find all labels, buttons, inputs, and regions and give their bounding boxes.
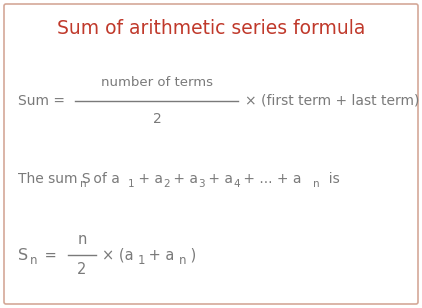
Text: + a: + a [204,172,233,186]
Text: + ... + a: + ... + a [239,172,301,186]
Text: + a: + a [134,172,163,186]
Text: n: n [179,253,187,266]
Text: n: n [80,179,87,189]
Text: 2: 2 [163,179,170,189]
Text: The sum S: The sum S [18,172,91,186]
Text: 1: 1 [138,253,146,266]
Text: ): ) [186,248,196,262]
Text: × (first term + last term): × (first term + last term) [245,94,419,108]
Text: =: = [40,248,61,262]
Text: is: is [320,172,340,186]
Text: + a: + a [144,248,174,262]
Text: Sum of arithmetic series formula: Sum of arithmetic series formula [57,18,365,38]
Text: 1: 1 [128,179,135,189]
Text: 4: 4 [233,179,240,189]
Text: 2: 2 [153,112,161,126]
Text: Sum =: Sum = [18,94,69,108]
FancyBboxPatch shape [4,4,418,304]
Text: 2: 2 [77,261,87,277]
Text: number of terms: number of terms [101,76,213,90]
Text: + a: + a [169,172,198,186]
Text: n: n [313,179,319,189]
Text: × (a: × (a [102,248,134,262]
Text: of a: of a [89,172,120,186]
Text: S: S [18,248,28,262]
Text: 3: 3 [198,179,205,189]
Text: n: n [30,253,38,266]
Text: n: n [77,232,87,246]
